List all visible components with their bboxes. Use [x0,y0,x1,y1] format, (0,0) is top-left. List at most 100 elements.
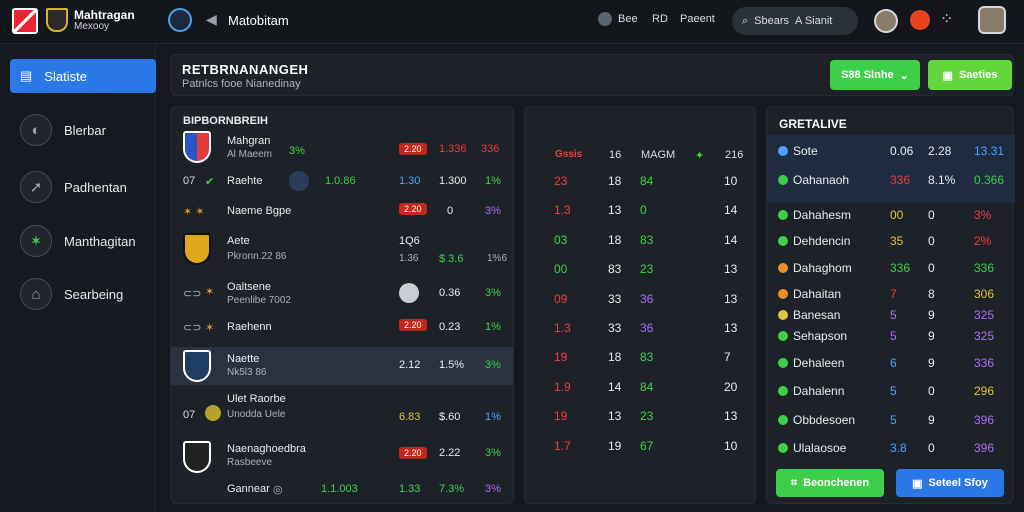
table-row[interactable]: Aete Pkronn.22 86 1Q6 1.36 $ 3.6 1%6 [171,229,513,269]
rd-link[interactable]: RD [652,13,668,25]
table-row[interactable]: 23 18 84 10 [524,170,756,198]
value-a: 5 [890,329,897,343]
shield-logo-icon[interactable] [46,8,68,32]
profile-avatar[interactable] [978,6,1006,34]
cell-value: 1.3 [554,203,571,218]
avatar[interactable] [874,9,898,33]
table-row[interactable]: 00 83 23 13 [524,258,756,286]
team-name: Oaltsene [227,281,272,293]
list-item[interactable]: Oahanaoh 336 8.1% 0.366 [766,167,1014,191]
coin-icon [598,12,612,26]
table-row[interactable]: 19 18 83 7 [524,346,756,374]
cell-value: 13 [724,262,738,277]
value-a: 1.5% [439,359,465,371]
table-row[interactable]: 03 18 83 14 [524,229,756,257]
odds-chip[interactable]: 2.20 [399,203,427,215]
globe-icon[interactable] [168,8,192,32]
team-name: Ulet Raorbe [227,393,286,405]
value-c: 13.31 [974,144,1005,158]
table-row[interactable]: 1.3 13 0 14 [524,199,756,227]
odds-chip[interactable]: 2.20 [399,319,427,331]
status-dot-icon [778,263,788,273]
team-crest-icon [183,233,211,265]
settings-button[interactable]: ▣ Saeties [928,60,1012,90]
odds-chip[interactable]: 2.20 [399,447,427,459]
cell-value: 14 [608,379,622,394]
value-c: 336 [974,356,995,370]
team-crest-icon [183,350,211,382]
link-icon: ⊂⊃ [183,322,202,334]
value-c: 336 [974,261,995,275]
value-c: 296 [974,384,995,398]
column-header: MAGM [641,149,676,161]
team-name: Obbdesoen [793,413,856,427]
list-item[interactable]: Obbdesoen 5 9 396 [766,407,1014,431]
table-row[interactable]: 07 ✔ Raehte 1.0.86 1.30 1.300 1% [171,167,513,197]
list-item[interactable]: Sote 0.06 2.28 13.31 [766,138,1014,162]
cell-value: 23 [640,409,654,424]
table-row[interactable]: 1.9 14 84 20 [524,376,756,404]
list-item[interactable]: Dahahesm 00 0 3% [766,202,1014,226]
value-c: 325 [974,329,995,343]
cell-value: 7 [724,350,731,365]
table-row-selected[interactable]: Naette Nk5l3 86 2.12 1.5% 3% [171,347,513,385]
value-y: 6.83 [399,411,421,423]
value-a: 336 [890,261,911,275]
value-b: 0 [928,208,935,222]
team-name: Dahaitan [793,287,842,301]
status-dot-icon [778,310,788,320]
table-row[interactable]: ✶ ✶ Naeme Bgpe 2.20 0 3% [171,197,513,227]
table-row[interactable]: ⊂⊃ ✶ Oaltsene Peenlibe 7002 0.36 3% [171,277,513,313]
filter-dropdown-button[interactable]: S88 Slnhe ⌄ [830,60,920,90]
club-logo-icon[interactable] [12,8,38,34]
section-title: RETBRNANANGEH [182,62,309,77]
table-row[interactable]: 09 33 36 13 [524,288,756,316]
list-item[interactable]: Dahaitan 7 8 306 [766,281,1014,305]
sidebar-item-blerbar[interactable]: ◐ Blerbar [10,113,156,147]
table-row[interactable]: Naenaghoedbra Rasbeeve 2.20 2.22 3% [171,437,513,477]
cell-value: 23 [554,174,568,188]
list-item[interactable]: Banesan 5 9 325 [766,302,1014,326]
table-row[interactable]: 1.3 33 36 13 [524,317,756,345]
parent-link[interactable]: Paeent [680,13,715,25]
table-row[interactable]: 19 13 23 13 [524,405,756,433]
sidebar-item-searching[interactable]: ⌂ Searbeing [10,277,156,311]
apps-grid-icon[interactable]: ⁘ [940,11,954,28]
table-row[interactable]: ⊂⊃ ✶ Raehenn 2.20 0.23 1% [171,313,513,343]
cell-value: 19 [608,438,622,453]
team-sub: Unodda Uele [227,409,286,420]
team-crest-icon [183,131,211,163]
sidebar-item-manthagitan[interactable]: ✶ Manthagitan [10,224,156,258]
cell-value: 33 [608,321,622,335]
stats-panel: Gssis 16 MAGM ✦ 216 [524,106,756,504]
list-item[interactable]: Dehdencin 35 0 2% [766,228,1014,252]
notification-icon[interactable] [910,10,930,30]
list-item[interactable]: Sehapson 5 9 325 [766,323,1014,347]
bee-link[interactable]: Bee [598,12,638,26]
odds-chip[interactable]: 2.20 [399,143,427,155]
search-input[interactable]: ⌕ Sbears A Sianit [732,7,858,35]
table-row[interactable]: Mahgran Al Maeem 3% 2.20 1.336 336 [171,129,513,165]
select-button[interactable]: ▣ Seteel Sfoy [896,469,1004,497]
list-item[interactable]: Dahalenn 5 0 296 [766,378,1014,402]
table-row[interactable]: Gannear ◎ 1.1.003 1.33 7.3% 3% [171,475,513,505]
value-a: $.60 [439,411,461,423]
list-item[interactable]: Ulalaosoe 3.8 0 396 [766,435,1014,459]
value-a: 0 [447,205,454,217]
cell-value: 13 [724,291,738,306]
star-icon: ✶ ✶ [183,206,205,218]
status-dot-icon [778,386,788,396]
value-b: 3% [485,447,501,459]
value-b: 3% [485,205,501,217]
standings-panel: BIPBORNBREIH Mahgran Al Maeem 3% 2.20 1.… [170,106,514,504]
link-icon: ⊂⊃ [183,288,202,300]
list-item[interactable]: Dahaghom 336 0 336 [766,255,1014,279]
table-row[interactable]: 1.7 19 67 10 [524,435,756,463]
sidebar-item-padhentan[interactable]: ➚ Padhentan [10,170,156,204]
recommend-button[interactable]: ⌗ Beonchenen [776,469,884,497]
list-item[interactable]: Dehaleen 6 9 336 [766,350,1014,374]
value-b: 1%6 [487,253,508,264]
sidebar-item-statistics[interactable]: ▤ Slatiste [10,59,156,93]
table-row[interactable]: 07 Ulet Raorbe Unodda Uele 6.83 $.60 1% [171,389,513,429]
back-arrow-icon[interactable]: ◀ [206,11,217,27]
